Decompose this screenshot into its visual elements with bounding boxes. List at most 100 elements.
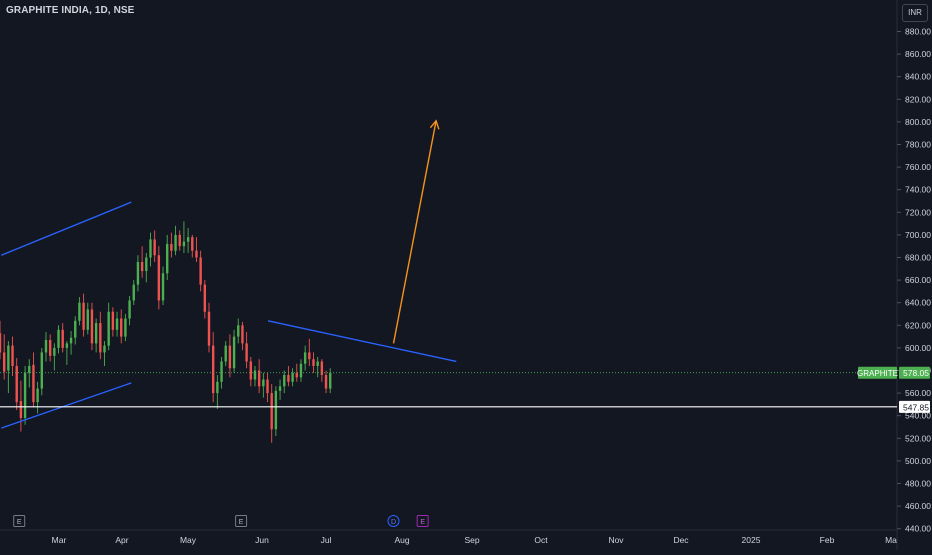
time-tick-label: Jun — [255, 535, 269, 545]
candle-body — [157, 255, 161, 301]
price-tick-label: 780.00 — [905, 140, 931, 150]
price-tick-label: 440.00 — [905, 524, 931, 534]
candle-body — [153, 239, 156, 256]
candle-body — [69, 337, 73, 344]
support-price-label: 547.85 — [903, 402, 929, 412]
candle-body — [0, 333, 2, 353]
time-tick-label: Aug — [394, 535, 409, 545]
trendline[interactable] — [1, 201, 132, 256]
candle-body — [283, 375, 286, 387]
candle-body — [253, 370, 257, 380]
candle-body — [308, 352, 311, 360]
candle-body — [316, 361, 319, 366]
candle-body — [140, 262, 144, 272]
candle-body — [40, 352, 43, 389]
candle-body — [161, 273, 165, 301]
price-tick-label: 620.00 — [905, 320, 931, 330]
candle-body — [36, 388, 39, 403]
projection-arrow-line[interactable] — [392, 120, 437, 344]
dividend-marker[interactable] — [387, 515, 400, 527]
candle-body — [23, 372, 27, 418]
candle-body — [303, 352, 307, 364]
price-tick-label: 700.00 — [905, 230, 931, 240]
candle-body — [94, 323, 98, 344]
candle-body — [78, 302, 81, 321]
candle-body — [216, 381, 219, 394]
candle-body — [186, 237, 190, 242]
earnings-marker[interactable] — [416, 515, 429, 527]
candle-body — [99, 323, 102, 353]
price-tick-label: 800.00 — [905, 117, 931, 127]
symbol-tag-label: GRAPHITE — [857, 369, 898, 378]
candle-body — [291, 372, 294, 382]
candle-body — [237, 325, 240, 337]
candle-body — [44, 339, 48, 353]
candle-body — [15, 365, 18, 403]
earnings-marker-label: E — [239, 519, 244, 526]
candle-body — [124, 318, 127, 337]
candle-body — [278, 386, 282, 391]
support-price-tag — [899, 400, 930, 413]
candle-body — [103, 345, 106, 353]
candle-body — [178, 234, 181, 247]
candle-body — [132, 284, 135, 301]
trendline[interactable] — [267, 320, 457, 363]
price-tick-label: 720.00 — [905, 207, 931, 217]
candle-body — [262, 379, 265, 387]
earnings-marker[interactable] — [235, 515, 248, 527]
trendline[interactable] — [1, 382, 132, 429]
candle-body — [2, 352, 6, 372]
candle-body — [170, 243, 173, 251]
candle-body — [287, 375, 290, 382]
currency-button[interactable]: INR — [902, 4, 928, 22]
candle-body — [195, 250, 198, 258]
candle-body — [232, 336, 236, 369]
candle-body — [65, 343, 69, 348]
candle-body — [57, 329, 60, 348]
candle-body — [19, 401, 23, 418]
time-tick-label: Oct — [534, 535, 548, 545]
price-tick-label: 880.00 — [905, 27, 931, 37]
candle-body — [270, 393, 273, 430]
candle-body — [111, 311, 115, 330]
candle-body — [128, 300, 131, 319]
price-tick-label: 500.00 — [905, 456, 931, 466]
candle-body — [53, 347, 56, 356]
candle-body — [149, 239, 152, 258]
candle-body — [320, 361, 324, 376]
candle-body — [107, 311, 110, 346]
candle-body — [295, 372, 298, 378]
candle-body — [211, 345, 215, 394]
candle-body — [145, 257, 148, 272]
price-tick-label: 660.00 — [905, 275, 931, 285]
symbol-tag — [858, 366, 897, 379]
candle-body — [61, 329, 64, 348]
price-tick-label: 480.00 — [905, 479, 931, 489]
candle-body — [224, 345, 227, 362]
candle-body — [28, 365, 31, 373]
candle-body — [120, 318, 123, 337]
price-tick-label: 540.00 — [905, 411, 931, 421]
time-tick-label: 2025 — [742, 535, 761, 545]
candle-body — [266, 379, 269, 394]
earnings-marker[interactable] — [13, 515, 26, 527]
candle-body — [228, 345, 232, 369]
time-tick-label: Apr — [115, 535, 128, 545]
projection-arrow-head[interactable] — [429, 119, 440, 130]
candle-body — [257, 370, 261, 387]
candle-body — [220, 361, 223, 382]
time-tick-label: Ma — [885, 535, 897, 545]
price-tick-label: 520.00 — [905, 433, 931, 443]
candle-body — [203, 284, 207, 312]
dividend-marker-label: D — [391, 519, 396, 526]
current-price-tag — [899, 366, 930, 379]
candle-body — [174, 234, 177, 251]
candle-body — [299, 363, 303, 378]
candle-body — [136, 262, 140, 285]
candle-body — [191, 237, 194, 251]
candle-body — [324, 375, 328, 389]
price-tick-label: 640.00 — [905, 298, 931, 308]
candle-body — [7, 345, 10, 371]
